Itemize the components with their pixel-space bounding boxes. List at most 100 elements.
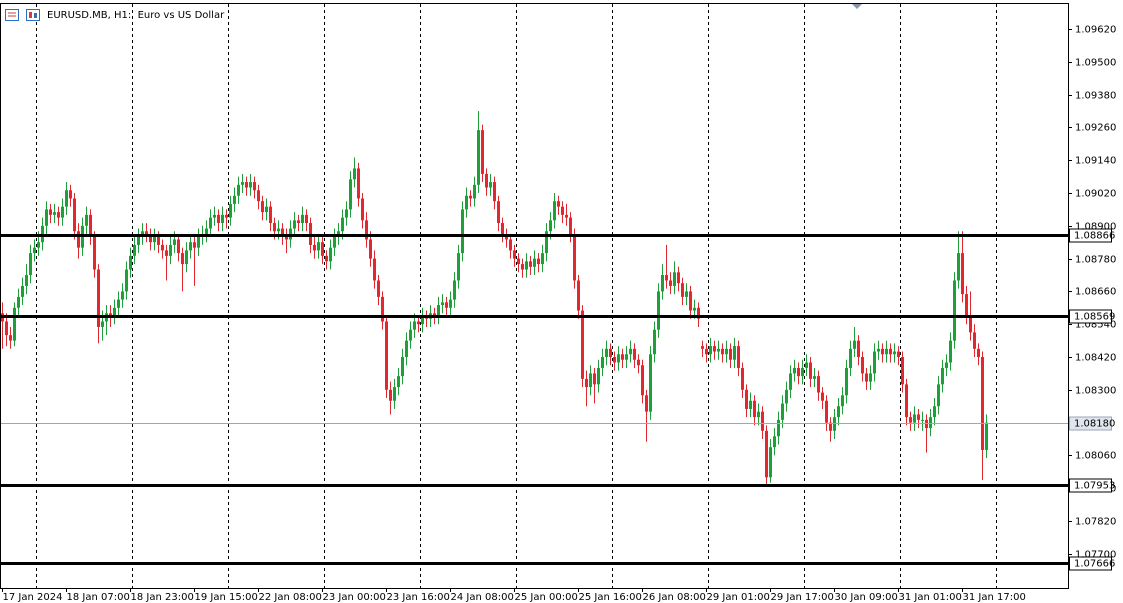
y-tick-label: 1.09380 [1075,91,1116,102]
candle-body [933,406,936,418]
candle-body [165,250,168,256]
candle-body [541,253,544,265]
candle-body [809,362,812,379]
level-label: 1.07953 [1074,481,1115,492]
chart-shift-marker[interactable] [852,4,862,9]
candle-body [845,367,848,396]
level-label-box [1069,556,1112,571]
candle-body [565,214,568,218]
level-label-box [1069,228,1112,243]
candle-body [397,376,400,388]
candle-body [9,335,12,341]
candle-body [473,184,476,199]
candle-body [597,367,600,385]
icon-chart[interactable] [26,9,40,21]
candle-body [185,250,188,265]
candle-body [813,376,816,379]
candle-body [477,130,480,185]
candle-body [513,250,516,259]
candles-layer [1,110,988,486]
candle-body [373,258,376,281]
candle-body [621,354,624,360]
candle-body [149,233,152,243]
x-tick-label: 25 Jan 00:00 [515,592,578,603]
candle-body [781,403,784,420]
candle-body [489,182,492,188]
candle-body [317,242,320,251]
candle-body [217,214,220,224]
candle-body [453,280,456,300]
candle-body [193,242,196,248]
candle-body [393,387,396,401]
candle-body [649,354,652,412]
candle-body [53,212,56,215]
candle-body [777,419,780,437]
candle-body [313,244,316,251]
candle-body [329,247,332,262]
candle-body [341,217,344,232]
candle-body [861,357,864,374]
y-tick-label: 1.08540 [1075,320,1116,331]
candle-body [113,307,116,317]
candle-body [161,244,164,251]
y-tick-label: 1.07820 [1075,517,1116,528]
candle-body [849,348,852,368]
candle-body [533,258,536,267]
candle-body [537,258,540,265]
candle-body [737,346,740,368]
overlay-layer: 1.08180 1.08866 1.08569 1.07953 1.07666 [0,228,1115,571]
candle-body [241,182,244,185]
candle-body [549,220,552,232]
candle-body [97,269,100,327]
candle-body [285,236,288,240]
candle-body [985,422,988,450]
candle-body [141,231,144,237]
candle-body [901,357,904,385]
candle-body [665,275,668,281]
y-tick-label: 1.09260 [1075,123,1116,134]
candle-body [873,351,876,374]
y-tick-label: 1.08900 [1075,222,1116,233]
candle-body [717,348,720,352]
y-tick-label: 1.09500 [1075,58,1116,69]
candle-body [61,206,64,218]
candle-body [289,228,292,240]
candle-body [885,348,888,355]
candle-body [797,367,800,377]
candle-body [221,214,224,224]
candle-body [973,332,976,349]
candle-body [385,321,388,390]
candle-body [157,236,160,245]
y-tick-label: 1.08420 [1075,353,1116,364]
candle-body [301,214,304,224]
candle-body [137,236,140,245]
candle-body [309,223,312,245]
candle-body [377,280,380,297]
candle-body [245,182,248,188]
candle-body [297,220,300,224]
candle-body [897,351,900,358]
candle-body [109,313,112,317]
candle-body [761,411,764,431]
candle-body [509,239,512,251]
chart-title: EURUSD.MB, H1: Euro vs US Dollar [47,10,225,21]
candle-body [917,414,920,420]
candle-body [481,130,484,174]
candle-body [25,275,28,286]
candle-body [45,209,48,226]
candle-body [553,201,556,221]
candle-body [93,236,96,270]
candle-body [669,280,672,286]
candle-body [721,348,724,355]
candle-body [225,214,228,218]
x-tick-label: 26 Jan 08:00 [643,592,706,603]
candle-body [957,253,960,281]
y-tick-label: 1.08300 [1075,386,1116,397]
candle-body [129,255,132,270]
icon-window[interactable] [5,9,19,21]
x-tick-label: 17 Jan 2024 [3,592,63,603]
candle-body [497,201,500,224]
level-label-box [1069,478,1112,493]
candle-body [581,310,584,379]
